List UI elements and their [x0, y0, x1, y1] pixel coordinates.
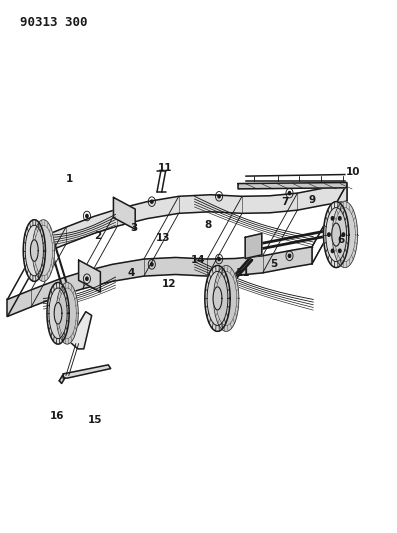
Text: 7: 7	[281, 197, 289, 207]
Text: 4: 4	[127, 269, 135, 278]
Text: 11: 11	[235, 268, 250, 278]
Polygon shape	[213, 287, 222, 310]
Polygon shape	[332, 223, 341, 246]
Text: 5: 5	[270, 259, 277, 269]
Circle shape	[342, 233, 345, 236]
Text: 13: 13	[156, 233, 170, 244]
Polygon shape	[214, 265, 239, 332]
Polygon shape	[31, 240, 38, 261]
Circle shape	[339, 216, 341, 220]
Circle shape	[150, 263, 153, 266]
Polygon shape	[324, 201, 349, 268]
Polygon shape	[42, 184, 347, 254]
Text: 15: 15	[88, 415, 102, 425]
Circle shape	[328, 233, 330, 236]
Circle shape	[86, 214, 88, 217]
Circle shape	[339, 249, 341, 253]
Polygon shape	[23, 220, 45, 281]
Polygon shape	[332, 201, 358, 268]
Text: 10: 10	[345, 167, 360, 177]
Polygon shape	[59, 375, 65, 383]
Text: 16: 16	[50, 411, 65, 422]
Polygon shape	[205, 265, 230, 332]
Polygon shape	[79, 260, 100, 292]
Circle shape	[218, 257, 220, 261]
Circle shape	[331, 216, 334, 220]
Polygon shape	[63, 365, 111, 378]
Polygon shape	[245, 233, 262, 259]
Text: 90313 300: 90313 300	[20, 15, 87, 29]
Polygon shape	[69, 312, 92, 349]
Circle shape	[288, 254, 291, 257]
Text: 2: 2	[94, 231, 101, 241]
Text: 11: 11	[158, 163, 172, 173]
Polygon shape	[56, 282, 78, 344]
Circle shape	[288, 191, 291, 195]
Text: 9: 9	[309, 195, 316, 205]
Polygon shape	[238, 182, 347, 189]
Circle shape	[331, 249, 334, 253]
Text: 12: 12	[162, 279, 176, 288]
Text: 14: 14	[191, 255, 206, 265]
Text: 6: 6	[337, 235, 345, 245]
Text: 3: 3	[131, 223, 138, 233]
Circle shape	[150, 200, 153, 203]
Polygon shape	[8, 247, 312, 317]
Text: 8: 8	[205, 220, 212, 230]
Polygon shape	[32, 220, 54, 281]
Circle shape	[218, 195, 220, 198]
Polygon shape	[114, 197, 135, 229]
Text: 1: 1	[66, 174, 73, 184]
Polygon shape	[54, 303, 62, 324]
Circle shape	[86, 277, 88, 280]
Polygon shape	[47, 282, 69, 344]
